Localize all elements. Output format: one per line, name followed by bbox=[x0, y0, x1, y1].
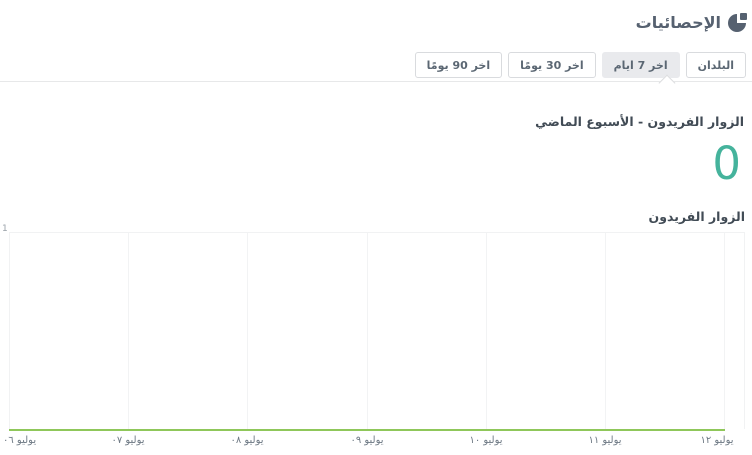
x-axis-tick: يوليو ٠٧ bbox=[111, 435, 145, 446]
y-axis-max-label: 1 bbox=[2, 224, 8, 234]
unique-visitors-chart bbox=[9, 232, 745, 429]
chart-gridline bbox=[724, 233, 725, 429]
x-axis-tick: يوليو ١١ bbox=[588, 435, 622, 446]
chart-title: الزوار الفريدون bbox=[648, 209, 745, 224]
tab-last-30-days[interactable]: اخر 30 يومًا bbox=[508, 52, 596, 78]
unique-visitors-week-heading: الزوار الفريدون - الأسبوع الماضي bbox=[535, 114, 744, 129]
x-axis-tick: يوليو ٠٩ bbox=[350, 435, 384, 446]
x-axis-tick: يوليو ١٠ bbox=[469, 435, 503, 446]
x-axis-tick: يوليو ٠٨ bbox=[230, 435, 264, 446]
tab-last-90-days[interactable]: اخر 90 يومًا bbox=[414, 52, 503, 78]
chart-gridline bbox=[367, 233, 368, 429]
tab-last-7-days[interactable]: اخر 7 ايام bbox=[601, 52, 680, 78]
section-divider bbox=[0, 81, 752, 82]
tab-countries[interactable]: البلدان bbox=[685, 52, 746, 78]
x-axis-tick: يوليو ٠٦ bbox=[3, 435, 37, 446]
page-header: الإحصائيات bbox=[636, 12, 748, 32]
chart-gridline bbox=[605, 233, 606, 429]
chart-gridline bbox=[128, 233, 129, 429]
pie-chart-icon bbox=[728, 12, 748, 32]
chart-gridline bbox=[486, 233, 487, 429]
chart-x-axis: يوليو ٠٦ يوليو ٠٧ يوليو ٠٨ يوليو ٠٩ يولي… bbox=[0, 435, 752, 451]
page-title: الإحصائيات bbox=[635, 12, 721, 32]
x-axis-tick: يوليو ١٢ bbox=[700, 435, 734, 446]
filter-tabs: البلدان اخر 7 ايام اخر 30 يومًا اخر 90 ي… bbox=[414, 52, 746, 78]
chart-gridline bbox=[247, 233, 248, 429]
chart-series-line bbox=[9, 429, 725, 431]
unique-visitors-count: 0 bbox=[712, 137, 741, 190]
